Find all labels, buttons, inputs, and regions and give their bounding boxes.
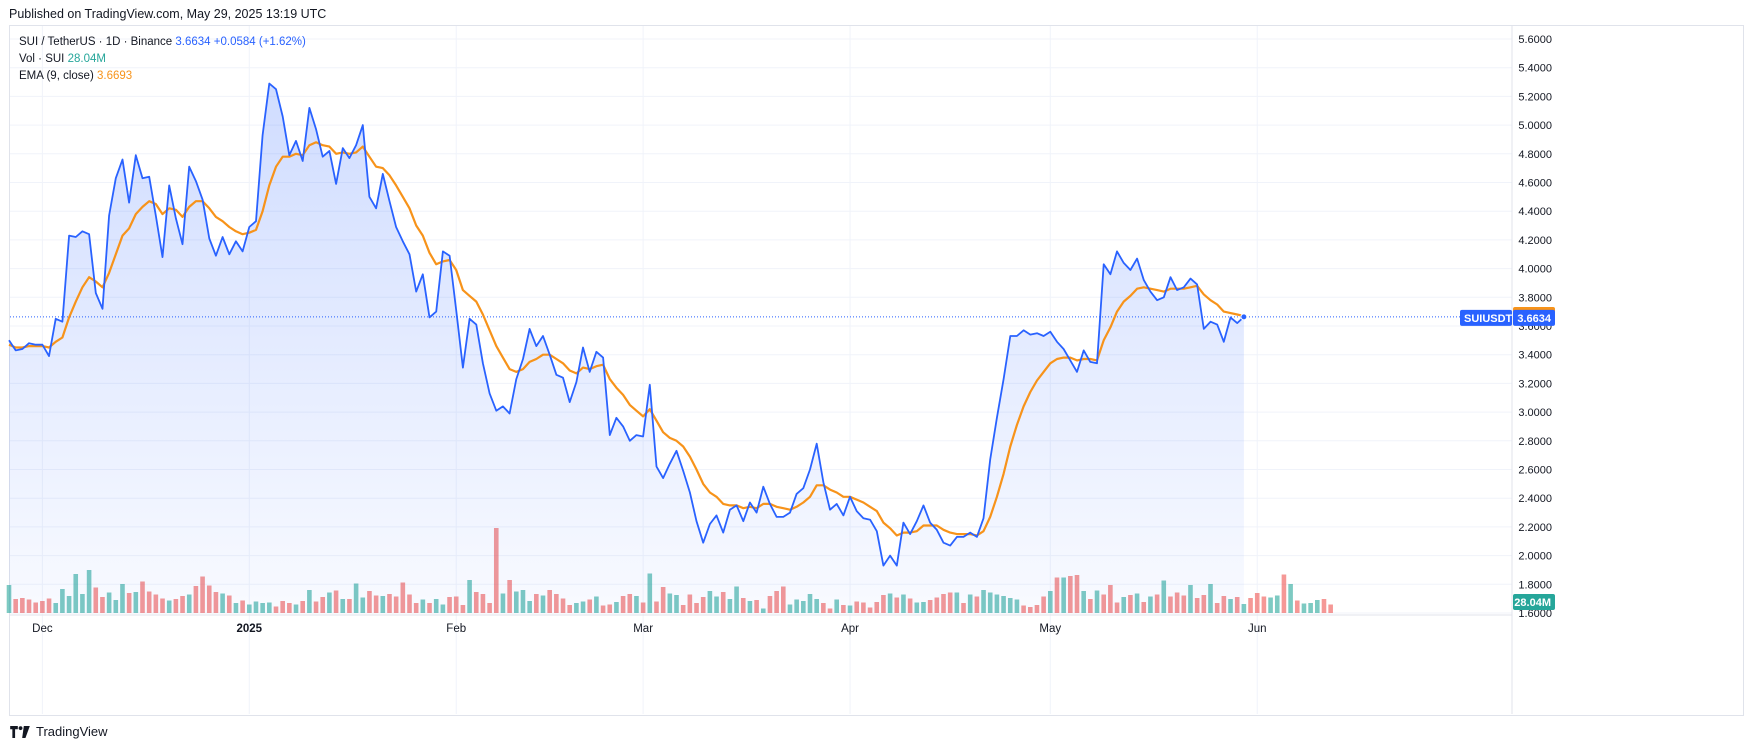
volume-value: 28.04M <box>67 53 106 65</box>
tradingview-brand: TradingView <box>36 724 108 739</box>
symbol-tag: SUIUSDT <box>1464 313 1513 325</box>
ema-line <box>8 141 1245 537</box>
x-tick-label: Apr <box>841 623 859 635</box>
y-tick-label: 3.4000 <box>1518 350 1552 362</box>
volume-bar <box>1301 603 1307 613</box>
last-price-dot <box>1240 313 1248 321</box>
axes: 5.6000 5.4000 5.2000 5.0000 4.8000 4.6000 4.40… <box>10 26 1552 714</box>
tradingview-logo-icon <box>10 725 30 738</box>
volume-bar <box>1321 599 1327 613</box>
y-tick-label: 5.2000 <box>1518 91 1552 103</box>
symbol-label[interactable]: SUI / TetherUS · 1D · Binance <box>19 36 173 48</box>
last-price-tag-bg <box>1513 309 1555 326</box>
y-tick-label: 4.8000 <box>1518 149 1552 161</box>
volume-bar <box>1261 596 1267 613</box>
y-tick-label: 3.0000 <box>1518 407 1552 419</box>
y-tick-label: 5.6000 <box>1518 34 1552 46</box>
volume-tag: 28.04M <box>1514 597 1551 609</box>
volume-bar <box>1315 600 1320 613</box>
volume-bar <box>1328 604 1333 613</box>
symbol-tag-bg <box>1460 309 1512 326</box>
published-note: Published on TradingView.com, May 29, 20… <box>9 7 327 21</box>
x-tick-label: Mar <box>633 623 653 635</box>
y-tick-label: 5.0000 <box>1518 120 1552 132</box>
volume-bar <box>1248 598 1253 613</box>
price-area-fill <box>9 83 1244 613</box>
legend-ema-row: EMA (9, close) 3.6693 <box>19 68 306 85</box>
y-tick-label: 4.6000 <box>1518 178 1552 190</box>
y-tick-label: 2.8000 <box>1518 436 1552 448</box>
y-tick-label: 1.6000 <box>1518 608 1552 620</box>
y-tick-label: 3.8000 <box>1518 292 1552 304</box>
volume-bar <box>1308 603 1313 613</box>
x-tick-label: May <box>1039 623 1061 635</box>
y-tick-label: 2.2000 <box>1518 522 1552 534</box>
y-tick-label: 4.2000 <box>1518 235 1552 247</box>
y-tick-label: 4.4000 <box>1518 206 1552 218</box>
x-tick-label: Feb <box>446 623 466 635</box>
legend-volume-row: Vol · SUI 28.04M <box>19 51 306 68</box>
y-tick-label: 2.6000 <box>1518 465 1552 477</box>
y-tick-label: 5.4000 <box>1518 63 1552 75</box>
ema-value: 3.6693 <box>96 70 133 82</box>
y-tick-label: 2.0000 <box>1518 551 1552 563</box>
volume-bar <box>1288 584 1293 613</box>
volume-tag-bg <box>1513 594 1555 610</box>
price-line <box>8 82 1245 567</box>
volume-label[interactable]: Vol · SUI <box>19 53 65 65</box>
last-price-value: 3.6634 <box>175 36 211 48</box>
x-tick-label: Dec <box>32 623 53 635</box>
volume-bar <box>1281 574 1287 613</box>
y-tick-label: 1.8000 <box>1518 579 1552 591</box>
volume-bar <box>1268 597 1273 613</box>
tradingview-footer[interactable]: TradingView <box>10 724 108 739</box>
volume-bar <box>1294 600 1300 613</box>
x-tick-label: Jun <box>1248 623 1267 635</box>
volume-bar <box>1274 595 1280 613</box>
volume-bar <box>1254 593 1260 613</box>
x-tick-label: 2025 <box>237 623 263 635</box>
legend-symbol-row: SUI / TetherUS · 1D · Binance 3.6634 +0.… <box>19 34 306 51</box>
ema-label[interactable]: EMA (9, close) <box>19 70 94 82</box>
chart-legend: SUI / TetherUS · 1D · Binance 3.6634 +0.… <box>19 34 306 85</box>
y-tick-label: 4.0000 <box>1518 264 1552 276</box>
y-tick-label: 2.4000 <box>1518 493 1552 505</box>
last-price-tag: 3.6634 <box>1517 313 1552 325</box>
y-tick-label: 3.2000 <box>1518 378 1552 390</box>
price-change-value: +0.0584 (+1.62%) <box>213 36 306 48</box>
